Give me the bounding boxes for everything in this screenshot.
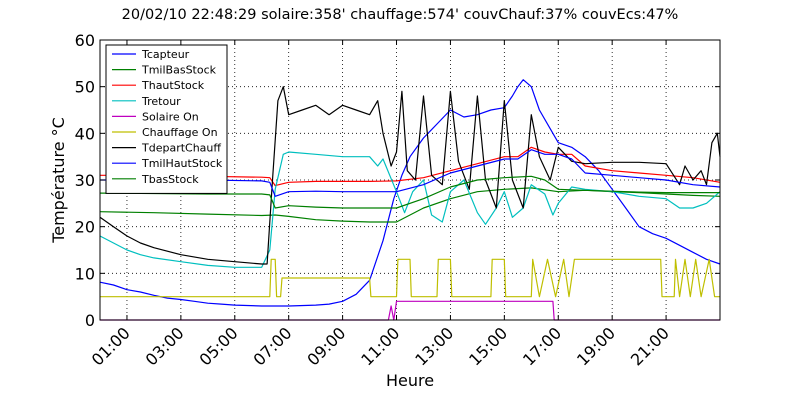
series-line-tbasstock (99, 175, 720, 209)
x-tick-label: 21:00 (627, 323, 673, 369)
x-tick-label: 01:00 (88, 323, 134, 369)
x-axis-label: Heure (386, 371, 434, 390)
series-line-chauffage-on (100, 258, 720, 298)
legend-entry: TmilHautStock (141, 157, 223, 170)
x-tick-label: 11:00 (357, 323, 403, 369)
grid (100, 40, 720, 320)
y-axis-label: Température °C (49, 117, 68, 244)
legend-entry: TmilBasStock (141, 64, 217, 77)
x-tick-label: 15:00 (465, 323, 511, 369)
x-tick-label: 07:00 (249, 323, 295, 369)
series-lines (99, 79, 721, 321)
x-tick-label: 19:00 (573, 323, 619, 369)
legend-entry: TbasStock (141, 173, 199, 186)
legend-entry: TdepartChauff (141, 142, 221, 155)
series-line-tmilhautstock (100, 149, 721, 197)
y-tick-label: 20 (75, 218, 95, 237)
x-tick-label: 13:00 (411, 323, 457, 369)
x-tick-label: 09:00 (303, 323, 349, 369)
legend-entry: Tcapteur (141, 48, 190, 61)
legend-entry: Tretour (141, 95, 181, 108)
series-line-tdepartchauff (99, 86, 721, 265)
legend-entry: Solaire On (142, 110, 199, 123)
legend-entry: Chauffage On (142, 126, 218, 139)
y-tick-label: 10 (75, 264, 95, 283)
y-tick-label: 0 (85, 311, 95, 330)
series-line-solaire-on (100, 300, 720, 321)
series-line-thautstock (100, 146, 721, 187)
y-tick-label: 60 (75, 31, 95, 50)
legend-entry: ThautStock (141, 79, 205, 92)
legend: Tcapteur TmilBasStock ThautStock Tretour Sol… (105, 44, 228, 194)
x-tick-label: 03:00 (142, 323, 188, 369)
chart-title: 20/02/10 22:48:29 solaire:358' chauffage… (122, 7, 679, 23)
y-tick-label: 40 (75, 124, 95, 143)
y-tick-label: 50 (75, 78, 95, 97)
x-tick-label: 05:00 (196, 323, 242, 369)
x-tick-label: 17:00 (519, 323, 565, 369)
y-tick-label: 30 (75, 171, 95, 190)
